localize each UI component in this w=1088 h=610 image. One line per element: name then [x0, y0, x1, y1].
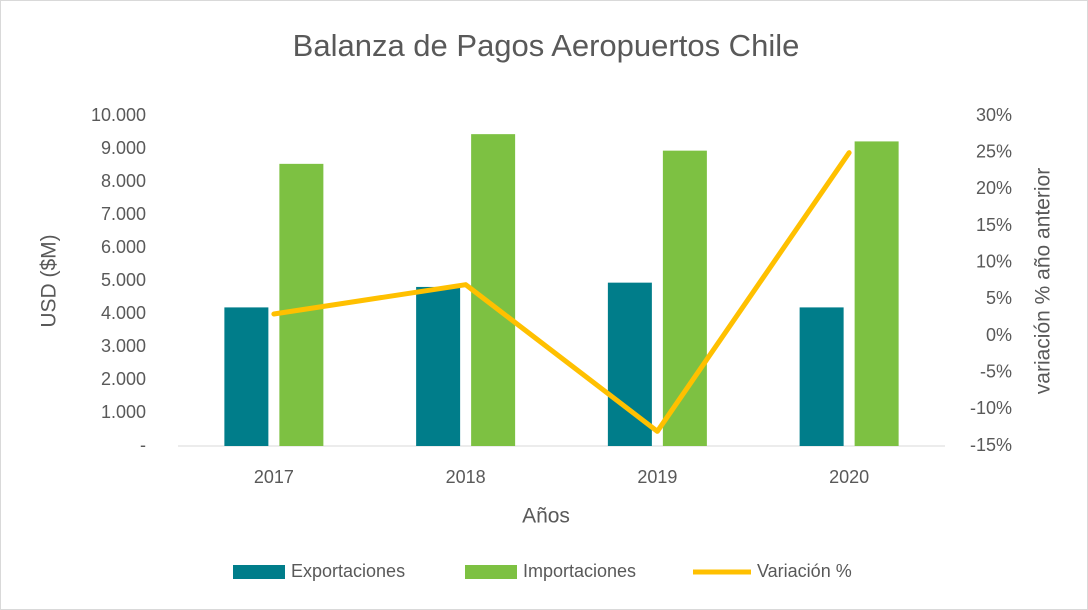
y-tick-label: 1.000 [101, 402, 146, 422]
x-tick-label: 2017 [254, 467, 294, 487]
y-tick-label: - [140, 435, 146, 455]
y-tick-label: 4.000 [101, 303, 146, 323]
bar [224, 307, 269, 446]
y2-tick-label: 30% [976, 105, 1012, 125]
y-tick-label: 3.000 [101, 336, 146, 356]
legend-label: Importaciones [523, 561, 636, 581]
x-tick-label: 2018 [446, 467, 486, 487]
y2-tick-label: -15% [970, 435, 1012, 455]
y-tick-label: 5.000 [101, 270, 146, 290]
y2-tick-label: 10% [976, 251, 1012, 271]
bar [799, 307, 844, 446]
bar [854, 141, 899, 446]
legend-label: Variación % [757, 561, 852, 581]
bar [471, 134, 516, 446]
line [271, 150, 852, 434]
y2-tick-label: 20% [976, 178, 1012, 198]
y2-tick-label: 15% [976, 215, 1012, 235]
bar [416, 286, 461, 446]
y2-tick-label: 5% [986, 288, 1012, 308]
bar [279, 163, 324, 446]
x-axis-title: Años [522, 505, 570, 528]
legend-swatch [465, 565, 517, 579]
x-tick-label: 2020 [829, 467, 869, 487]
legend-swatch [233, 565, 285, 579]
legend-label: Exportaciones [291, 561, 405, 581]
y2-tick-label: -10% [970, 398, 1012, 418]
bar [662, 150, 707, 446]
y2-tick-label: -5% [980, 361, 1012, 381]
y-tick-label: 7.000 [101, 204, 146, 224]
y-axis-title: USD ($M) [38, 234, 61, 327]
y2-tick-label: 25% [976, 141, 1012, 161]
y-tick-label: 10.000 [91, 105, 146, 125]
y2-axis-title: variación % año anterior [1032, 168, 1055, 394]
y-tick-label: 6.000 [101, 237, 146, 257]
y-tick-label: 2.000 [101, 369, 146, 389]
y-tick-label: 8.000 [101, 171, 146, 191]
x-tick-label: 2019 [637, 467, 677, 487]
chart-title: Balanza de Pagos Aeropuertos Chile [293, 28, 800, 63]
y-tick-label: 9.000 [101, 138, 146, 158]
y2-tick-label: 0% [986, 325, 1012, 345]
